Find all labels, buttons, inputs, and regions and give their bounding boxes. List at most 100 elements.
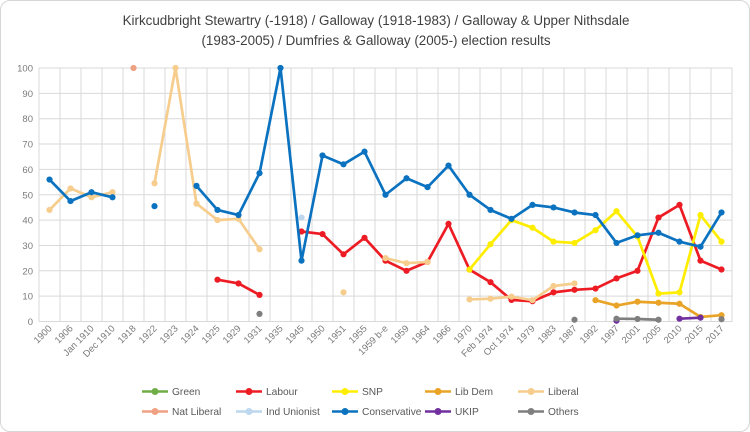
data-point-labour xyxy=(298,228,305,235)
legend-item-green: Green xyxy=(142,387,200,398)
data-point-conservative xyxy=(382,191,389,198)
data-point-labour xyxy=(613,275,620,282)
data-point-conservative xyxy=(193,182,200,189)
data-point-ind-unionist xyxy=(298,214,305,221)
x-tick-label: 2010 xyxy=(662,323,685,346)
y-tick-label: 10 xyxy=(22,292,33,303)
y-tick-label: 40 xyxy=(22,216,33,227)
x-tick-label: 1929 xyxy=(221,323,244,346)
data-point-conservative xyxy=(529,201,536,208)
data-point-liberal xyxy=(487,295,494,302)
legend-item-labour: Labour xyxy=(236,387,298,398)
legend-swatch-marker xyxy=(527,388,535,395)
data-point-liberal xyxy=(550,282,557,290)
data-point-lib-dem xyxy=(592,297,599,304)
y-tick-label: 60 xyxy=(22,165,33,176)
x-tick-label: 1924 xyxy=(179,323,202,346)
data-point-labour xyxy=(487,279,494,286)
data-point-conservative xyxy=(508,215,515,222)
data-point-snp xyxy=(529,224,536,231)
x-tick-label: 1918 xyxy=(116,323,139,346)
legend-label: UKIP xyxy=(455,407,479,418)
legend-swatch-marker xyxy=(434,408,442,415)
data-point-others xyxy=(613,315,620,322)
data-point-conservative xyxy=(109,194,116,201)
y-tick-label: 80 xyxy=(22,114,33,125)
legend-label: Conservative xyxy=(362,407,422,418)
x-tick-label: 1922 xyxy=(137,323,160,346)
data-point-conservative xyxy=(718,209,725,216)
data-point-labour xyxy=(235,280,242,287)
data-point-conservative xyxy=(655,229,662,236)
data-point-ukip xyxy=(676,315,683,322)
data-point-conservative xyxy=(88,189,95,196)
data-point-labour xyxy=(655,214,662,221)
data-point-conservative xyxy=(487,206,494,214)
x-tick-label: 1931 xyxy=(242,323,265,346)
legend-label: SNP xyxy=(362,387,383,398)
legend-label: Labour xyxy=(266,387,298,398)
legend-swatch-marker xyxy=(245,408,253,415)
data-point-snp xyxy=(718,238,725,245)
data-point-snp xyxy=(676,289,683,296)
x-tick-label: 1966 xyxy=(431,323,454,346)
data-point-conservative xyxy=(424,184,431,191)
series-nat-liberal xyxy=(130,64,137,72)
data-point-labour xyxy=(676,201,683,208)
x-tick-label: 2001 xyxy=(620,323,643,346)
data-point-snp xyxy=(592,227,599,234)
data-point-liberal xyxy=(214,217,221,224)
data-point-labour xyxy=(571,286,578,293)
x-tick-label: 1997 xyxy=(599,323,622,346)
y-tick-label: 70 xyxy=(22,140,33,151)
data-point-labour xyxy=(445,220,452,228)
data-point-labour xyxy=(592,285,599,292)
series-lib-dem xyxy=(592,297,725,321)
data-point-labour xyxy=(403,267,410,274)
data-point-liberal xyxy=(256,246,263,253)
data-point-snp xyxy=(613,208,620,215)
series-others xyxy=(256,310,725,323)
data-point-conservative xyxy=(466,191,473,198)
data-point-labour xyxy=(214,276,221,283)
legend-label: Liberal xyxy=(548,387,579,398)
data-point-others xyxy=(571,316,578,323)
legend-swatch-marker xyxy=(341,408,349,415)
series-ukip xyxy=(613,314,704,324)
x-tick-label: 1925 xyxy=(200,323,223,346)
data-point-liberal xyxy=(88,194,95,201)
x-tick-label: 1979 xyxy=(515,323,538,346)
y-tick-label: 20 xyxy=(22,266,33,277)
data-point-snp xyxy=(571,239,578,247)
data-point-labour xyxy=(550,289,557,296)
y-tick-label: 50 xyxy=(22,190,33,201)
data-point-liberal xyxy=(193,200,200,207)
x-tick-label: 1964 xyxy=(410,323,433,346)
x-tick-label: 1983 xyxy=(536,323,559,346)
legend-label: Ind Unionist xyxy=(266,407,320,418)
legend-label: Others xyxy=(548,407,579,418)
x-tick-label: 1992 xyxy=(578,323,601,346)
data-point-liberal xyxy=(424,258,431,266)
data-point-liberal xyxy=(172,64,179,72)
data-point-labour xyxy=(256,291,263,298)
legend-swatch-marker xyxy=(151,388,159,395)
data-point-others xyxy=(655,316,662,323)
x-tick-label: 2005 xyxy=(641,323,664,346)
data-point-conservative xyxy=(445,162,452,169)
legend-swatch-marker xyxy=(151,408,159,415)
data-point-conservative xyxy=(571,209,578,216)
legend-swatch-marker xyxy=(434,388,442,395)
data-point-conservative xyxy=(319,152,326,159)
y-tick-label: 0 xyxy=(28,317,33,328)
data-point-liberal xyxy=(151,180,158,187)
legend-item-ukip: UKIP xyxy=(425,407,479,418)
data-point-lib-dem xyxy=(655,299,662,306)
data-point-snp xyxy=(487,241,494,248)
data-point-liberal xyxy=(508,293,515,300)
legend-item-liberal: Liberal xyxy=(518,387,579,398)
y-tick-label: 100 xyxy=(17,64,33,75)
